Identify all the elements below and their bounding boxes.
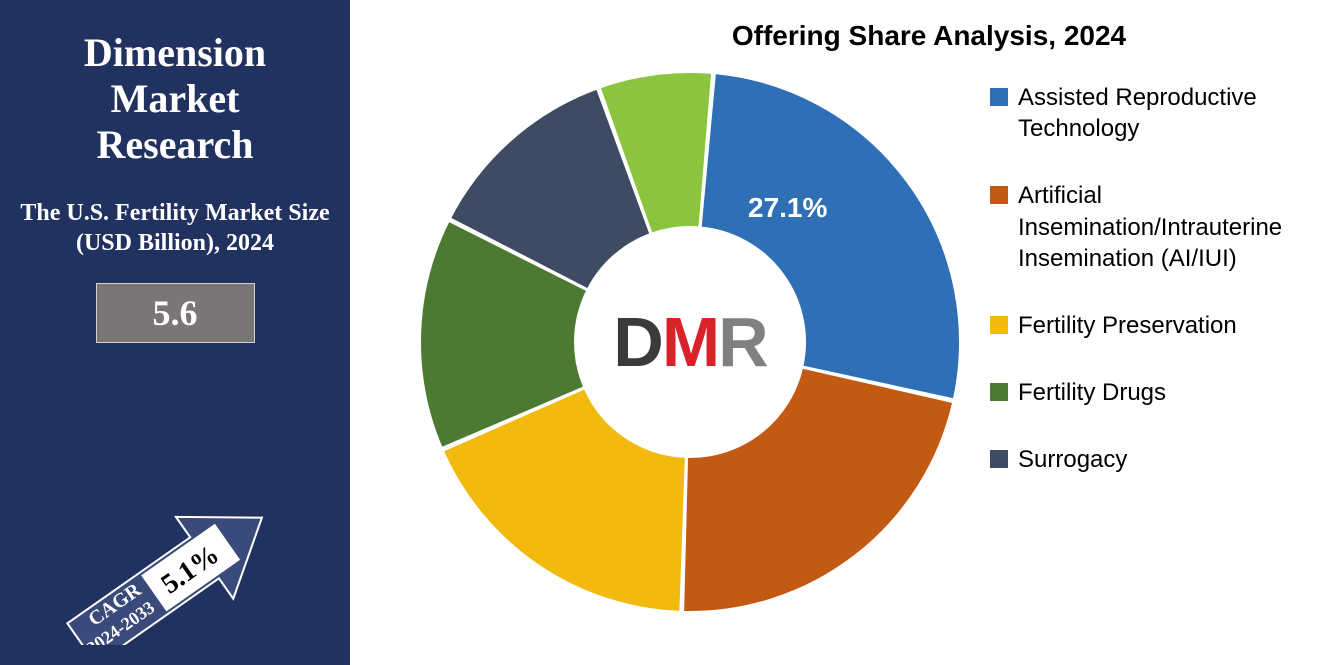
legend-swatch (990, 450, 1008, 468)
chart-area: DMR 27.1% Assisted Reproductive Technolo… (350, 62, 1318, 622)
legend-swatch (990, 186, 1008, 204)
legend-label: Assisted Reproductive Technology (1018, 82, 1290, 144)
legend-item: Assisted Reproductive Technology (990, 82, 1290, 144)
brand-line: Dimension (84, 30, 266, 76)
legend-swatch (990, 383, 1008, 401)
legend-item: Fertility Drugs (990, 377, 1290, 408)
dmr-logo: DMR (613, 302, 766, 382)
market-value-box: 5.6 (96, 283, 255, 343)
legend-item: Surrogacy (990, 444, 1290, 475)
donut-chart: DMR 27.1% (410, 62, 970, 622)
donut-center-logo: DMR (575, 227, 805, 457)
legend-label: Fertility Preservation (1018, 310, 1237, 341)
legend-item: Artificial Insemination/Intrauterine Ins… (990, 180, 1290, 274)
sidebar-panel: Dimension Market Research The U.S. Ferti… (0, 0, 350, 665)
brand-line: Market (84, 76, 266, 122)
legend-swatch (990, 316, 1008, 334)
logo-letter-m: M (662, 303, 718, 381)
market-subtitle: The U.S. Fertility Market Size (USD Bill… (20, 198, 330, 258)
brand-line: Research (84, 122, 266, 168)
legend-label: Surrogacy (1018, 444, 1127, 475)
featured-slice-label: 27.1% (748, 192, 827, 224)
legend: Assisted Reproductive Technology Artifici… (990, 82, 1290, 512)
legend-item: Fertility Preservation (990, 310, 1290, 341)
logo-letter-d: D (613, 303, 662, 381)
legend-label: Artificial Insemination/Intrauterine Ins… (1018, 180, 1290, 274)
logo-letter-r: R (718, 303, 767, 381)
main-panel: Offering Share Analysis, 2024 DMR 27.1% … (350, 0, 1318, 665)
chart-title: Offering Share Analysis, 2024 (540, 20, 1318, 52)
brand-title: Dimension Market Research (84, 30, 266, 168)
legend-label: Fertility Drugs (1018, 377, 1166, 408)
cagr-arrow: CAGR 2024-2033 5.1% (40, 465, 320, 645)
legend-swatch (990, 88, 1008, 106)
